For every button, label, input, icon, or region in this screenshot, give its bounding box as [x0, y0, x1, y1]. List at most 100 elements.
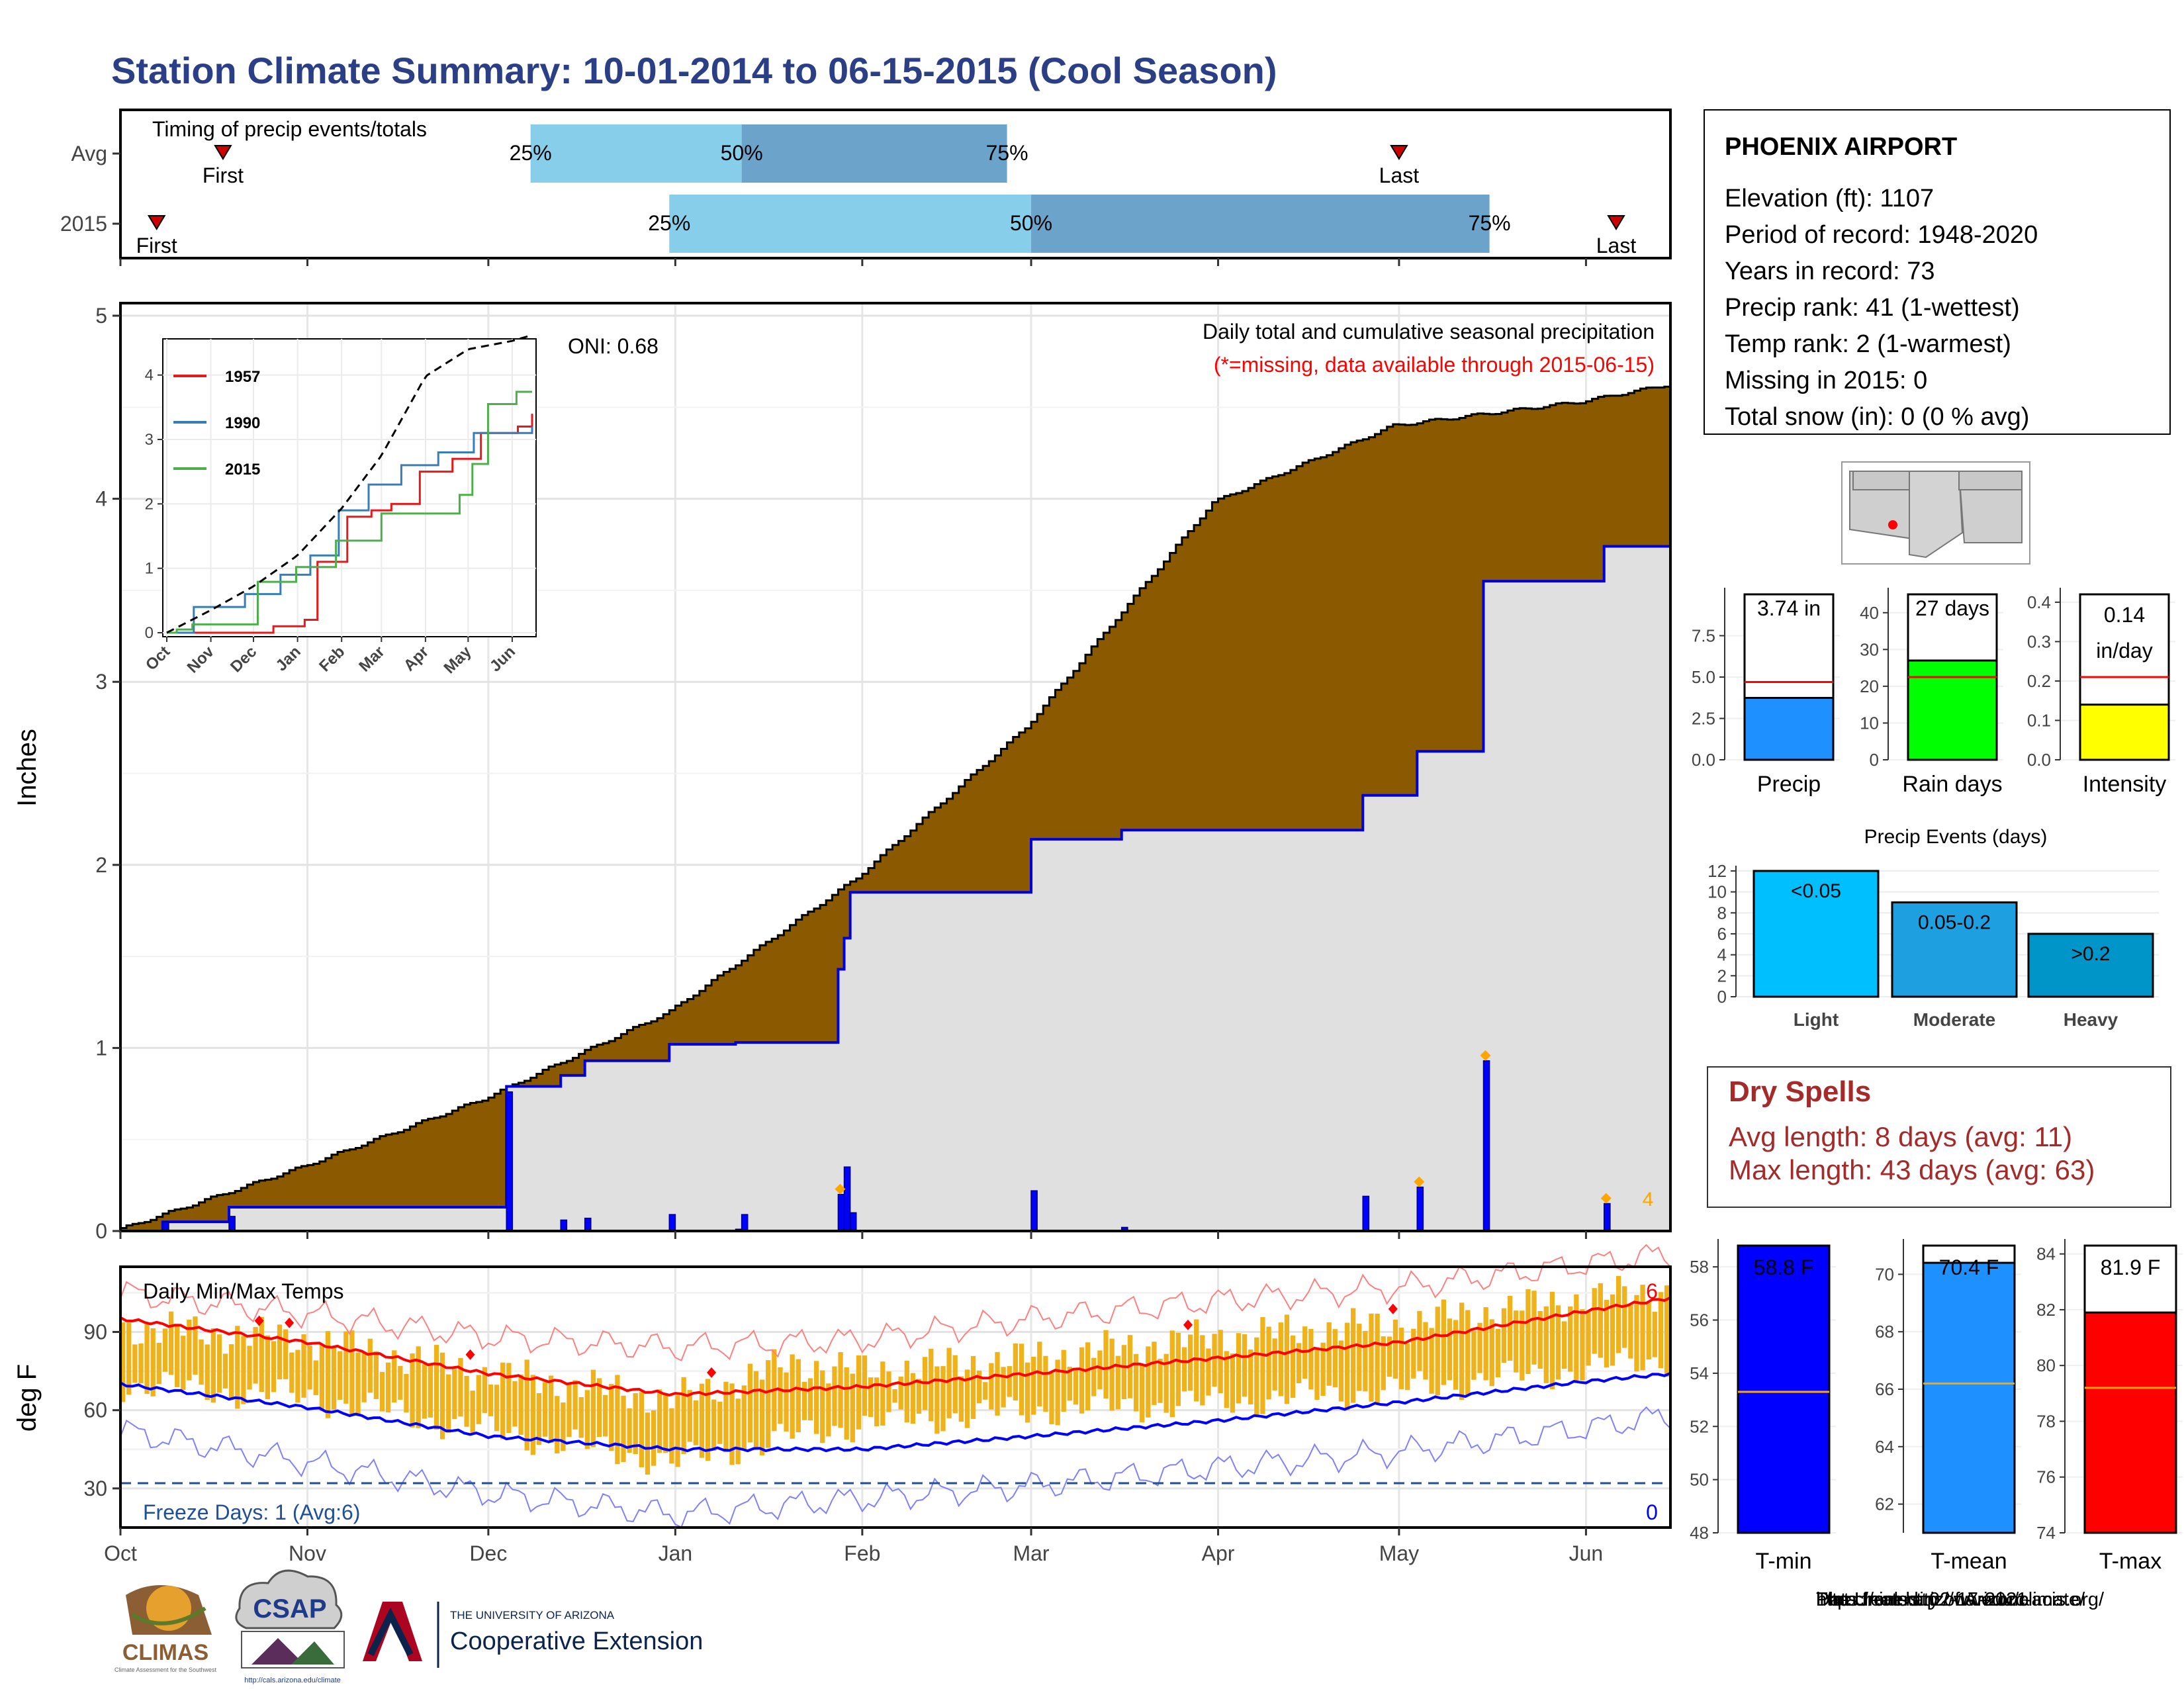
mini-bar-label: 0.14: [2104, 603, 2145, 627]
daily-temp-range-bar: [1121, 1345, 1127, 1400]
arizona-location-map: [1841, 461, 2030, 565]
mini-y-tick-label: 0.1: [2027, 710, 2051, 730]
daily-temp-range-bar: [952, 1355, 958, 1414]
mini-y-tick-label: 48: [1690, 1523, 1709, 1543]
station-name: PHOENIX AIRPORT: [1725, 133, 1957, 161]
daily-temp-range-bar: [627, 1408, 632, 1453]
timing-row-Avg: Avg 25% 50% 75% First Last: [71, 124, 1419, 187]
daily-temp-range-bar: [1024, 1362, 1030, 1423]
daily-temp-range-bar: [1423, 1322, 1428, 1380]
daily-temp-range-bar: [433, 1345, 439, 1430]
daily-temp-range-bar: [1507, 1295, 1513, 1361]
freeze-days: Freeze Days: 1 (Avg:6): [143, 1500, 360, 1524]
daily-temp-range-bar: [555, 1396, 560, 1453]
daily-temp-range-bar: [277, 1324, 283, 1380]
svg-text:http://cals.arizona.edu/climat: http://cals.arizona.edu/climate: [244, 1676, 341, 1684]
daily-temp-range-bar: [1531, 1291, 1537, 1365]
mini-y-tick-label: 54: [1690, 1363, 1709, 1383]
daily-precip-bar: [741, 1214, 749, 1232]
daily-precip-bar: [1416, 1186, 1424, 1232]
daily-temp-range-bar: [741, 1385, 747, 1451]
inset-avg-line: [166, 335, 530, 634]
current-cumulative-precip-line: [120, 545, 1670, 1232]
temp-bar-label: 81.9 F: [2101, 1256, 2161, 1279]
mini-y-tick-label: 10: [1860, 713, 1879, 733]
daily-temp-range-bar: [1061, 1349, 1066, 1412]
events-y-tick-label: 8: [1717, 903, 1727, 923]
daily-temp-range-bar: [983, 1382, 988, 1400]
daily-temp-range-bar: [120, 1322, 126, 1402]
daily-temp-range-bar: [1561, 1321, 1567, 1369]
timing-first-label: First: [136, 234, 177, 257]
daily-temp-range-bar: [657, 1389, 662, 1453]
mini-y-tick-label: 70: [1875, 1264, 1894, 1284]
daily-temp-range-bar: [1001, 1367, 1006, 1408]
csap-logo: CSAP http://cals.arizona.edu/climate: [235, 1569, 345, 1684]
daily-temp-range-bar: [156, 1342, 161, 1385]
daily-temp-range-bar: [1604, 1300, 1610, 1368]
precip-y-tick-label: 5: [95, 304, 107, 328]
daily-precip-bar: [1362, 1195, 1370, 1232]
daily-temp-range-bar: [940, 1366, 946, 1432]
daily-temp-range-bar: [705, 1379, 711, 1461]
temp-bar-name: T-mean: [1931, 1549, 2007, 1574]
daily-temp-range-bar: [542, 1382, 548, 1437]
daily-temp-range-bar: [512, 1381, 518, 1427]
mini-y-tick-label: 5.0: [1692, 667, 1715, 687]
daily-temp-range-bar: [880, 1361, 886, 1426]
daily-temp-range-bar: [1055, 1359, 1060, 1426]
daily-temp-range-bar: [1242, 1334, 1248, 1397]
timing-last-label: Last: [1379, 163, 1420, 187]
timing-q50-q75-bar: [1031, 195, 1490, 253]
mini-y-tick-label: 0: [1870, 750, 1879, 770]
svg-text:Cooperative Extension: Cooperative Extension: [450, 1627, 703, 1655]
daily-temp-range-bar: [361, 1353, 367, 1402]
mini-bar-label: in/day: [2096, 639, 2152, 663]
precip-y-tick-label: 2: [95, 853, 107, 877]
daily-temp-range-bar: [1363, 1331, 1368, 1392]
extreme-precip-marker: [1600, 1193, 1612, 1204]
daily-temp-range-bar: [1272, 1338, 1277, 1391]
daily-temp-range-bar: [482, 1367, 488, 1413]
dry-spells-avg: Avg length: 8 days (avg: 11): [1729, 1121, 2072, 1152]
daily-temp-range-bar: [1103, 1330, 1109, 1399]
timing-q50-label: 50%: [1010, 211, 1052, 235]
daily-temp-range-bar: [144, 1323, 150, 1394]
mini-bar-value: [1907, 659, 1998, 761]
daily-temp-range-bar: [210, 1328, 216, 1403]
daily-temp-range-bar: [675, 1395, 680, 1467]
daily-temp-range-bar: [175, 1325, 180, 1387]
timing-q50-q75-bar: [741, 124, 1007, 183]
daily-temp-range-bar: [1392, 1319, 1398, 1379]
daily-temp-range-bar: [904, 1360, 909, 1423]
extreme-precip-marker: [1480, 1050, 1491, 1061]
inset-y-tick-label: 3: [145, 431, 154, 449]
record-high-marker: [285, 1317, 295, 1328]
temp-x-tick-label: Dec: [469, 1541, 507, 1565]
daily-temp-range-bar: [1248, 1349, 1253, 1404]
daily-temp-range-bar: [355, 1352, 361, 1416]
station-info-line: Precip rank: 41 (1-wettest): [1725, 294, 2020, 322]
temp-x-tick-label: Oct: [104, 1541, 137, 1565]
daily-temp-range-bar: [790, 1354, 795, 1439]
mini-y-tick-label: 0.3: [2027, 631, 2051, 651]
daily-temp-range-bar: [1429, 1328, 1434, 1394]
daily-temp-range-bar: [439, 1352, 445, 1440]
inset-y-tick-label: 1: [145, 560, 154, 578]
daily-precip-bar: [1482, 1060, 1490, 1232]
daily-temp-range-bar: [1338, 1340, 1344, 1402]
mini-bar-name: Rain days: [1902, 772, 2002, 797]
daily-temp-range-bar: [1483, 1307, 1488, 1381]
station-info-line: Temp rank: 2 (1-warmest): [1725, 330, 2011, 358]
timing-q25-q50-bar: [669, 195, 1032, 253]
events-title: Precip Events (days): [1864, 826, 2048, 848]
mini-y-tick-label: 20: [1860, 676, 1879, 696]
mini-y-tick-label: 0.2: [2027, 671, 2051, 691]
mini-bar-value: [1922, 1261, 2016, 1534]
daily-temp-range-bar: [753, 1371, 759, 1449]
credit-line: https://cals.arizona.edu/climate/: [1816, 1589, 2085, 1610]
daily-temp-range-bar: [1308, 1328, 1314, 1390]
inset-legend-label: 1957: [225, 368, 260, 386]
